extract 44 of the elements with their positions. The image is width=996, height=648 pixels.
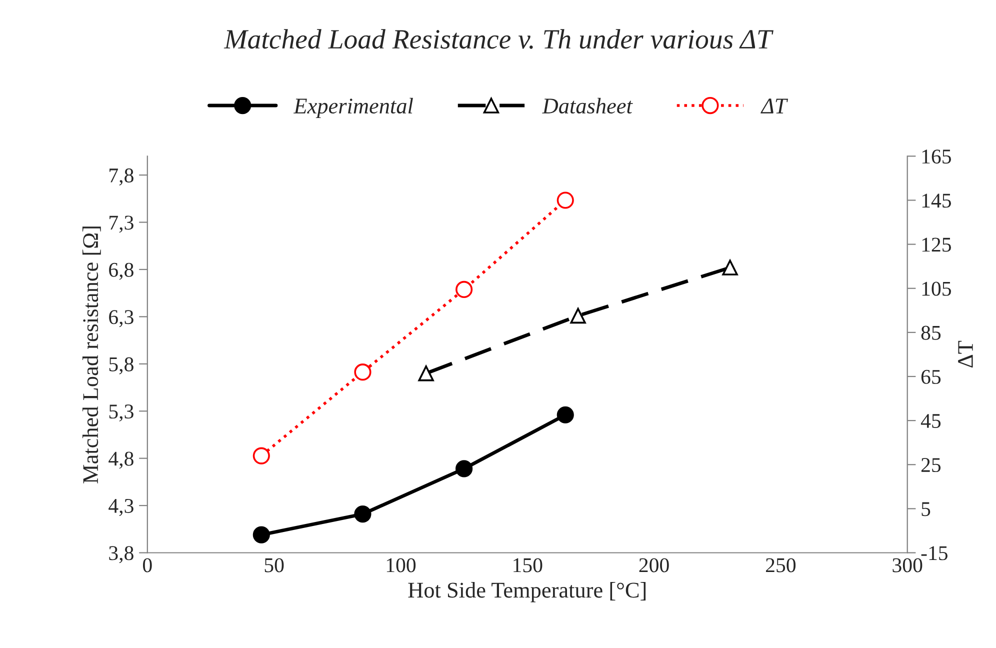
point xyxy=(722,260,738,276)
point xyxy=(252,447,270,464)
x-axis-title: Hot Side Temperature [°C] xyxy=(408,582,646,602)
y-tick-label: 4,8 xyxy=(108,452,134,469)
chart-title: Matched Load Resistance v. Th under various ΔT xyxy=(224,29,774,49)
y2-axis-title: ΔT xyxy=(958,340,973,368)
y-tick-label: 6,3 xyxy=(109,310,134,328)
point xyxy=(418,365,434,382)
point xyxy=(570,308,586,324)
y2-tick-label: 65 xyxy=(921,370,941,384)
y2-tick-label: -15 xyxy=(921,546,948,560)
x-tick-label: 150 xyxy=(514,558,542,572)
y-tick-label: 6,8 xyxy=(109,262,134,280)
y-tick-label: 5,3 xyxy=(109,404,134,422)
y-tick-label: 3,8 xyxy=(109,546,134,564)
y2-tick-label: 5 xyxy=(922,502,930,516)
point xyxy=(456,460,473,478)
y2-tick-label: 145 xyxy=(922,194,951,208)
y2-tick-label: 85 xyxy=(921,326,941,340)
point xyxy=(354,364,372,381)
x-tick-label: 250 xyxy=(766,558,796,572)
x-tick-label: 100 xyxy=(386,558,416,572)
y2-tick-label: 105 xyxy=(922,282,951,296)
y-tick-label: 7,3 xyxy=(110,216,134,233)
x-tick-label: 300 xyxy=(892,558,922,572)
point xyxy=(456,280,473,298)
y2-tick-label: 165 xyxy=(922,150,951,164)
y2-tick-label: 45 xyxy=(920,414,941,428)
y2-tick-label: 25 xyxy=(921,458,941,472)
point xyxy=(252,526,270,544)
x-tick-label: 0 xyxy=(142,558,152,572)
y-tick-label: 7,8 xyxy=(110,168,134,186)
point xyxy=(556,192,574,209)
legend-label: ΔT xyxy=(760,98,788,114)
y-tick-label: 4,3 xyxy=(108,498,134,516)
point xyxy=(354,505,372,523)
legend-label: Experimental xyxy=(293,98,413,118)
x-tick-label: 50 xyxy=(264,558,284,572)
y2-tick-label: 125 xyxy=(922,238,951,252)
point xyxy=(556,406,574,424)
x-tick-label: 200 xyxy=(639,558,669,572)
legend-label: Datasheet xyxy=(542,98,633,114)
y-tick-label: 5,8 xyxy=(109,357,134,374)
y-axis-title: Matched Load resistance [Ω] xyxy=(82,226,101,484)
